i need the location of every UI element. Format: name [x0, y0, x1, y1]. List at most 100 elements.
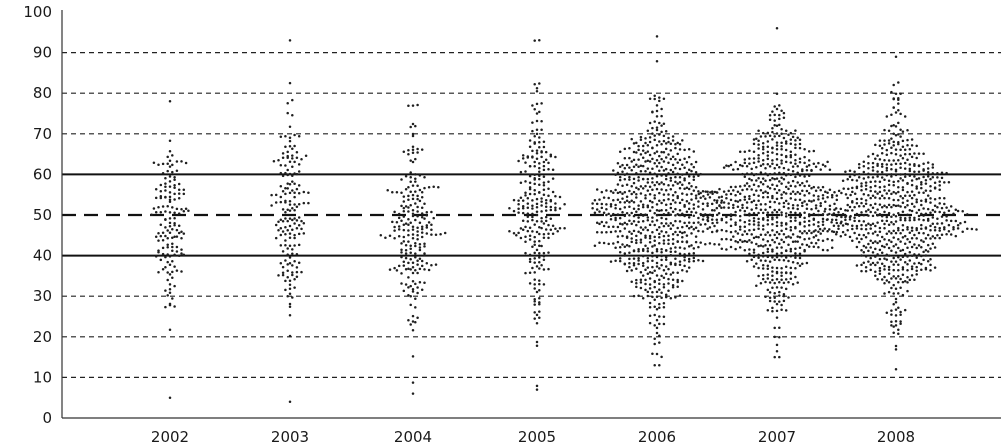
data-point	[862, 261, 866, 265]
data-point	[692, 203, 696, 206]
data-point	[835, 194, 839, 197]
data-point	[678, 143, 682, 146]
data-point	[660, 165, 663, 169]
data-point	[876, 261, 879, 264]
data-point	[669, 157, 673, 161]
data-point	[669, 188, 673, 191]
data-point	[297, 191, 301, 195]
data-point	[798, 183, 802, 187]
data-point	[910, 183, 914, 187]
data-point	[924, 237, 928, 240]
data-point	[637, 230, 640, 234]
data-point	[416, 237, 419, 241]
data-point	[538, 244, 541, 247]
data-point	[648, 321, 652, 325]
data-point	[600, 231, 604, 234]
data-point	[676, 141, 679, 145]
data-point	[667, 224, 670, 228]
data-point	[887, 254, 891, 257]
data-point	[171, 245, 174, 249]
data-point	[819, 204, 822, 208]
data-point	[400, 248, 403, 251]
data-point	[184, 161, 188, 165]
data-point	[805, 189, 809, 193]
data-point	[678, 263, 682, 266]
data-point	[926, 171, 930, 174]
data-point	[801, 262, 804, 266]
data-point	[890, 175, 893, 178]
data-point	[738, 246, 742, 249]
data-point	[750, 172, 753, 175]
data-point	[168, 198, 172, 201]
data-point	[720, 217, 724, 221]
data-point	[676, 182, 679, 185]
data-point	[420, 227, 424, 231]
data-point	[641, 187, 645, 190]
data-point	[653, 97, 656, 101]
data-point	[883, 143, 886, 146]
data-point	[635, 196, 638, 199]
data-point	[655, 213, 659, 217]
data-point	[660, 107, 663, 111]
data-point	[690, 163, 693, 166]
data-point	[821, 239, 825, 242]
data-point	[660, 209, 663, 212]
data-point	[771, 223, 774, 226]
data-point	[867, 193, 870, 197]
data-point	[897, 180, 900, 183]
data-point	[784, 222, 788, 225]
data-point	[805, 180, 809, 183]
data-point	[538, 282, 541, 286]
data-point	[623, 252, 627, 255]
data-point	[803, 211, 806, 215]
data-point	[683, 247, 686, 250]
data-point	[759, 135, 763, 138]
data-point	[535, 248, 539, 252]
data-point	[542, 160, 546, 164]
data-point	[761, 228, 765, 231]
data-point	[171, 259, 174, 263]
data-point	[538, 174, 541, 178]
data-point	[420, 288, 424, 292]
data-point	[653, 211, 656, 215]
data-point	[184, 207, 188, 211]
data-point	[168, 221, 172, 225]
data-point	[528, 192, 532, 196]
data-point	[908, 167, 912, 171]
data-point	[766, 145, 770, 148]
data-point	[778, 180, 781, 183]
data-point	[890, 173, 893, 176]
data-point	[614, 259, 617, 263]
data-point	[671, 224, 675, 227]
data-point	[766, 277, 770, 280]
data-point	[173, 176, 176, 179]
data-point	[789, 247, 793, 251]
data-point	[407, 267, 410, 270]
data-point	[517, 199, 520, 202]
data-point	[824, 164, 827, 168]
data-point	[524, 235, 527, 239]
data-point	[535, 149, 539, 152]
data-point	[397, 216, 401, 220]
data-point	[662, 224, 666, 228]
data-point	[894, 314, 898, 317]
data-point	[411, 288, 415, 291]
data-point	[899, 249, 902, 252]
data-point	[897, 268, 900, 272]
data-point	[778, 113, 781, 117]
data-point	[549, 217, 553, 220]
data-point	[411, 355, 415, 358]
data-point	[692, 189, 696, 192]
data-point	[775, 163, 779, 167]
data-point	[288, 262, 292, 265]
data-point	[416, 215, 419, 218]
data-point	[842, 187, 845, 190]
data-point	[722, 166, 726, 169]
data-point	[407, 210, 410, 213]
data-point	[295, 219, 299, 222]
data-point	[288, 125, 292, 129]
data-point	[880, 194, 884, 197]
data-point	[768, 234, 772, 237]
data-point	[789, 277, 793, 281]
data-point	[697, 259, 700, 262]
